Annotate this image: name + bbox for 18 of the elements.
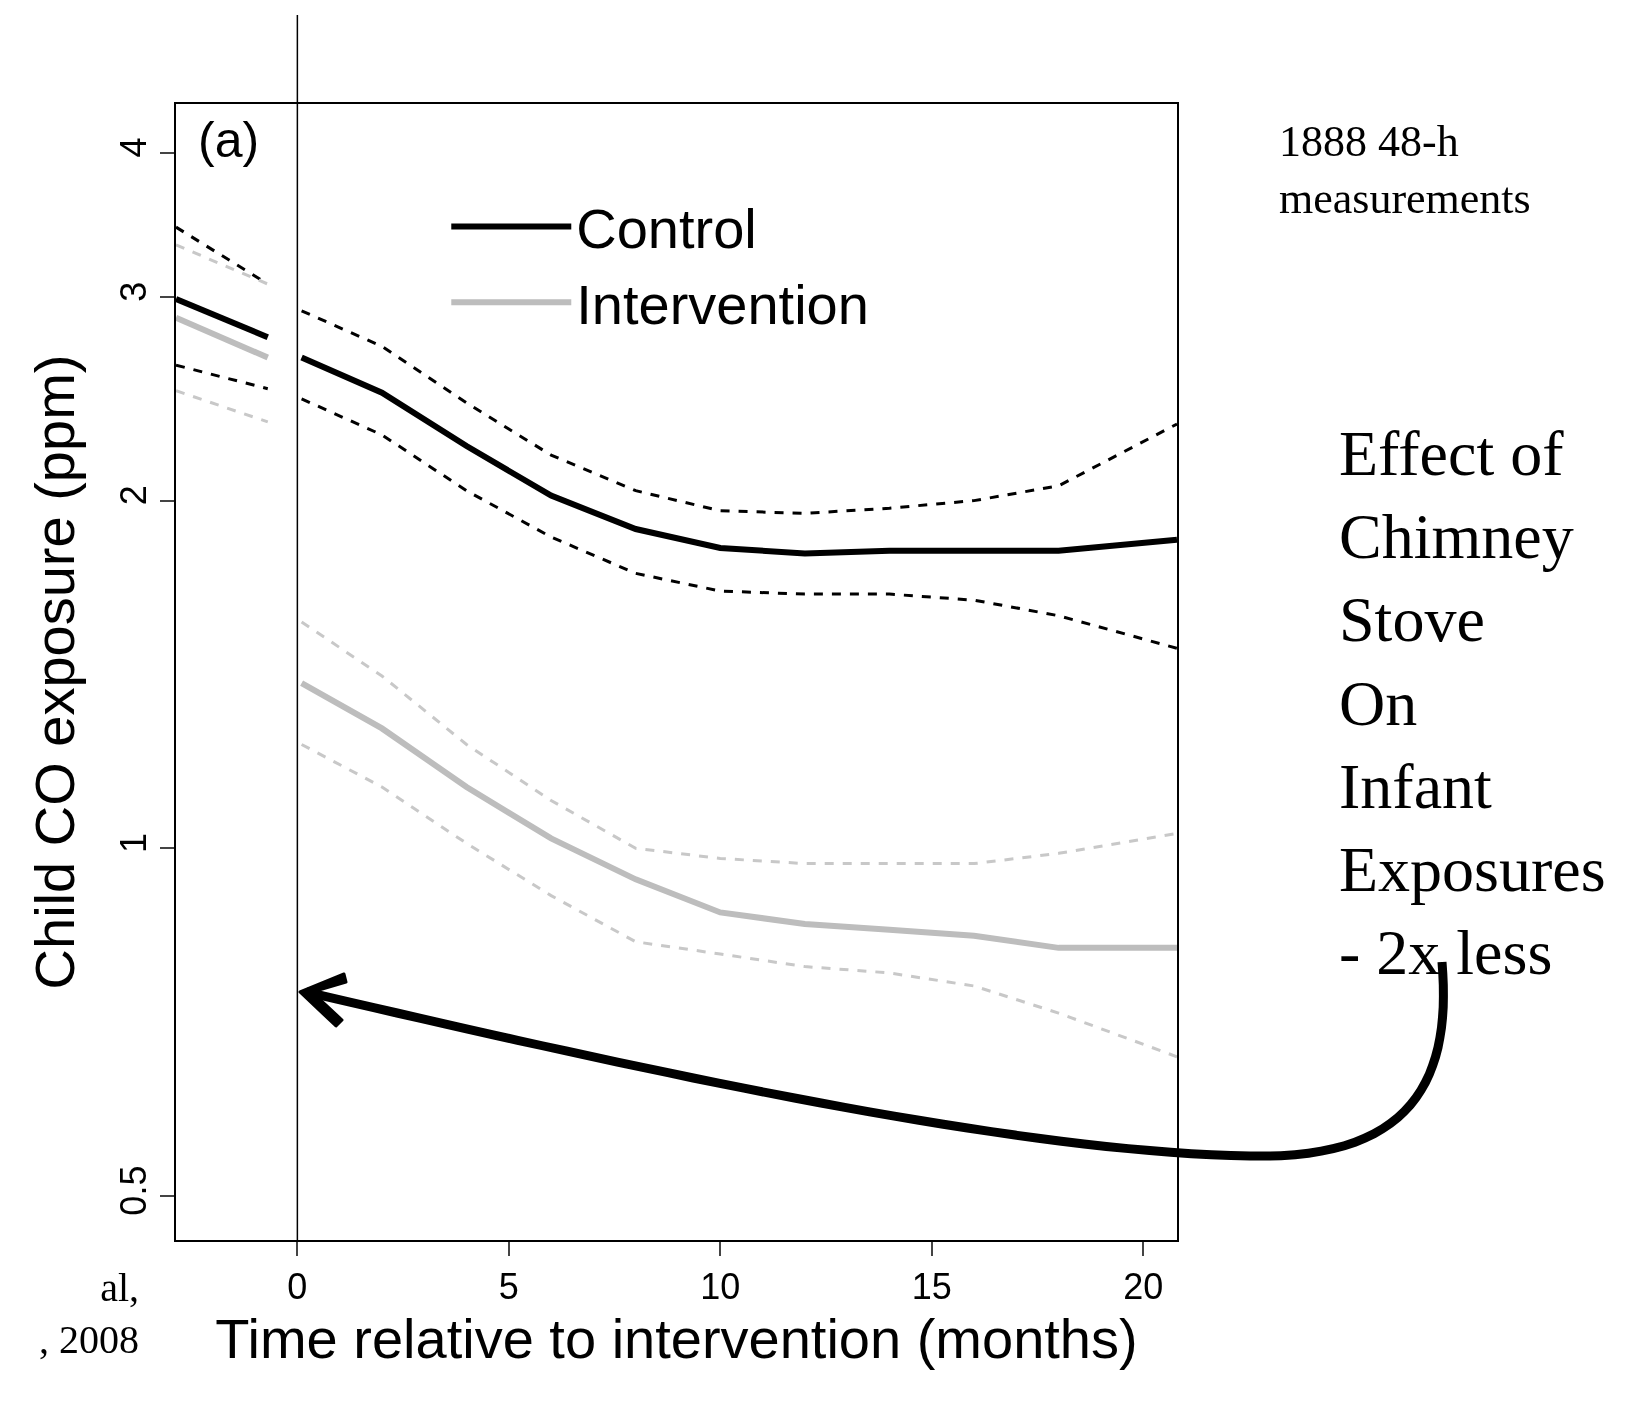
text: 1888 48-h measurements <box>1279 117 1531 224</box>
y-axis-title: Child CO exposure (ppm) <box>23 354 87 990</box>
y-tick-label: 4 <box>112 137 154 158</box>
text: Effect of Chimney Stove On Infant Exposures - 2x less <box>1339 418 1606 989</box>
legend-label: Control <box>576 197 757 261</box>
legend-label: Intervention <box>576 273 869 337</box>
y-tick-label: 2 <box>112 485 154 506</box>
y-tick-label: 3 <box>112 281 154 302</box>
text: al, , 2008 <box>39 1265 139 1362</box>
x-tick-label: 0 <box>287 1265 308 1307</box>
x-axis-title: Time relative to intervention (months) <box>215 1306 1138 1370</box>
y-tick-label: 1 <box>112 832 154 853</box>
x-tick-label: 5 <box>498 1265 519 1307</box>
x-tick-label: 10 <box>700 1265 741 1307</box>
annotation: (a) <box>198 112 260 168</box>
y-tick-label: 0.5 <box>112 1165 154 1216</box>
x-tick-label: 20 <box>1123 1265 1164 1307</box>
x-tick-label: 15 <box>911 1265 952 1307</box>
